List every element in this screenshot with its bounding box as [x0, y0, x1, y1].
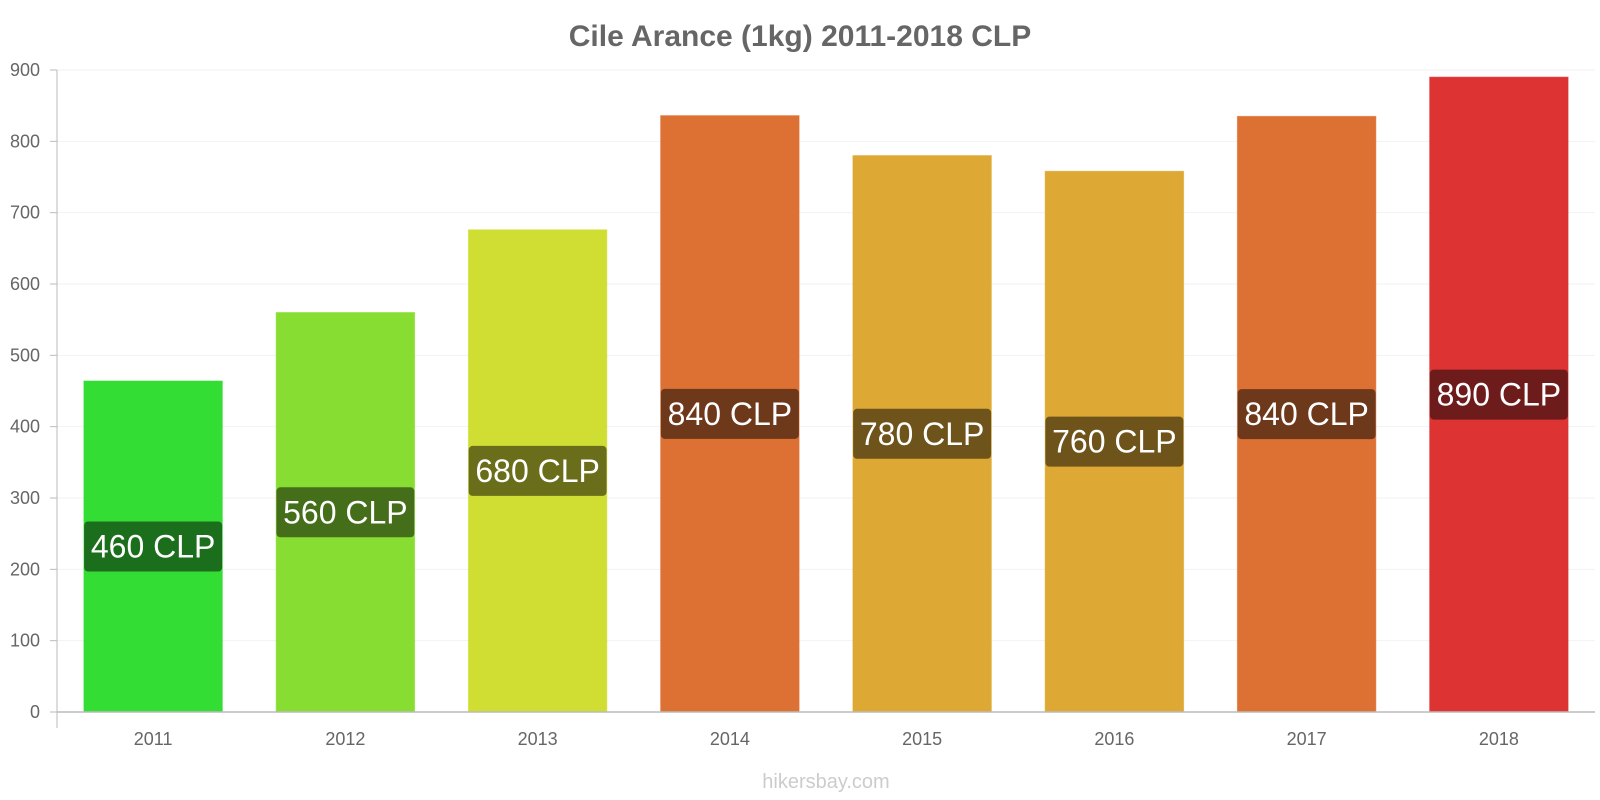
data-label-text: 460 CLP — [91, 529, 216, 565]
data-label-2018: 890 CLP — [1429, 369, 1568, 420]
y-tick-label: 0 — [30, 702, 40, 722]
x-tick-label: 2016 — [1094, 729, 1134, 749]
x-axis-ticks: 2011 2012 2013 2014 2015 2016 2017 2018 — [134, 729, 1519, 749]
data-label-text: 560 CLP — [283, 494, 408, 530]
data-label-text: 680 CLP — [475, 453, 600, 489]
data-label-2013: 680 CLP — [468, 445, 607, 496]
data-labels: 460 CLP 560 CLP 680 CLP 840 CLP 780 CLP 760 C… — [84, 369, 1568, 572]
data-label-text: 840 CLP — [1244, 396, 1369, 432]
data-label-box — [1237, 389, 1376, 440]
y-tick-label: 200 — [10, 559, 40, 579]
data-label-box — [84, 521, 223, 572]
x-tick-label: 2018 — [1479, 729, 1519, 749]
data-label-2011: 460 CLP — [84, 521, 223, 572]
data-label-2012: 560 CLP — [276, 487, 415, 538]
data-label-box — [468, 445, 607, 496]
y-tick-label: 600 — [10, 274, 40, 294]
data-label-text: 840 CLP — [668, 396, 793, 432]
data-label-2017: 840 CLP — [1237, 389, 1376, 440]
x-tick-label: 2017 — [1287, 729, 1327, 749]
x-tick-label: 2011 — [134, 729, 173, 749]
data-label-text: 760 CLP — [1052, 424, 1177, 460]
chart-title: Cile Arance (1kg) 2011-2018 CLP — [569, 20, 1031, 53]
x-tick-label: 2013 — [518, 729, 558, 749]
data-label-box — [276, 487, 415, 538]
data-label-2015: 780 CLP — [853, 408, 992, 459]
y-tick-label: 500 — [10, 345, 40, 365]
watermark: hikersbay.com — [762, 771, 889, 793]
y-tick-label: 400 — [10, 417, 40, 437]
data-label-box — [1429, 369, 1568, 420]
data-label-text: 890 CLP — [1437, 377, 1562, 413]
y-tick-label: 100 — [10, 631, 40, 651]
x-tick-label: 2014 — [710, 729, 750, 749]
data-label-box — [1045, 416, 1184, 467]
data-label-box — [660, 388, 799, 439]
y-tick-label: 900 — [10, 60, 40, 80]
data-label-2016: 760 CLP — [1045, 416, 1184, 467]
y-tick-label: 800 — [10, 131, 40, 151]
y-tick-label: 700 — [10, 203, 40, 223]
y-axis-ticks: 0 100 200 300 400 500 600 700 800 900 — [10, 60, 57, 722]
data-label-box — [853, 408, 992, 459]
data-label-2014: 840 CLP — [660, 388, 799, 439]
x-tick-label: 2015 — [902, 729, 942, 749]
x-tick-label: 2012 — [325, 729, 365, 749]
y-tick-label: 300 — [10, 488, 40, 508]
data-label-text: 780 CLP — [860, 416, 985, 452]
